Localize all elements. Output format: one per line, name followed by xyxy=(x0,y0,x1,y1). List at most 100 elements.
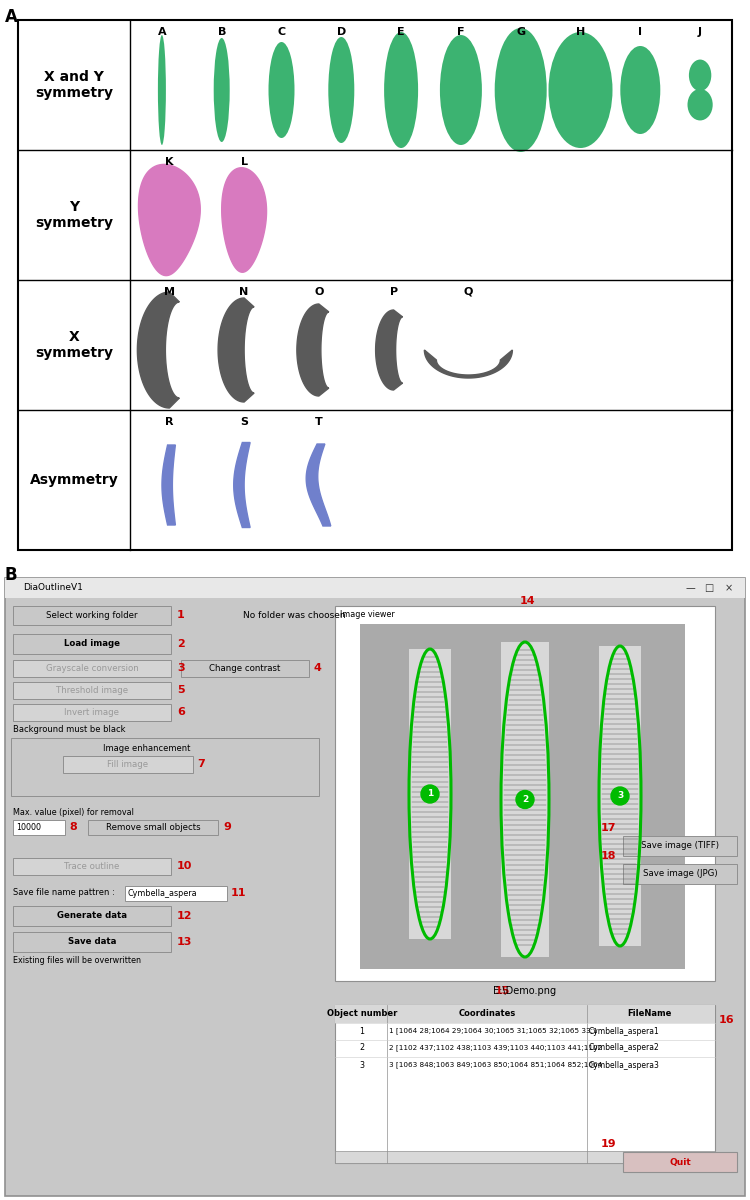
Polygon shape xyxy=(376,310,403,390)
Text: □: □ xyxy=(704,583,714,593)
FancyBboxPatch shape xyxy=(360,624,685,970)
FancyBboxPatch shape xyxy=(63,756,193,773)
Text: 3: 3 xyxy=(359,1061,364,1069)
Text: 2 [1102 437;1102 438;1103 439;1103 440;1103 441;1102: 2 [1102 437;1102 438;1103 439;1103 440;1… xyxy=(389,1045,602,1051)
Circle shape xyxy=(516,791,534,809)
Text: Y
symmetry: Y symmetry xyxy=(35,200,113,230)
Text: 3: 3 xyxy=(616,792,623,800)
Text: S: S xyxy=(240,416,248,427)
Circle shape xyxy=(611,787,629,805)
Text: G: G xyxy=(516,26,525,37)
Polygon shape xyxy=(137,292,179,408)
FancyBboxPatch shape xyxy=(335,1151,715,1163)
Text: 10000: 10000 xyxy=(16,823,41,832)
Text: ×: × xyxy=(725,583,733,593)
Text: 5: 5 xyxy=(177,685,184,695)
Text: 1: 1 xyxy=(359,1026,364,1036)
Circle shape xyxy=(421,785,439,803)
Text: E:\Demo.png: E:\Demo.png xyxy=(494,986,556,996)
FancyBboxPatch shape xyxy=(13,682,171,698)
Text: 8: 8 xyxy=(69,822,76,832)
Text: —: — xyxy=(686,583,694,593)
Text: L: L xyxy=(241,157,248,167)
FancyBboxPatch shape xyxy=(623,1152,737,1172)
Ellipse shape xyxy=(440,35,482,145)
Text: Select working folder: Select working folder xyxy=(46,611,138,620)
Text: Cymbella_aspera: Cymbella_aspera xyxy=(128,889,198,898)
Text: 11: 11 xyxy=(231,888,247,898)
Text: Coordinates: Coordinates xyxy=(458,1009,516,1019)
Text: Cymbella_aspera3: Cymbella_aspera3 xyxy=(589,1061,660,1069)
Ellipse shape xyxy=(384,32,418,148)
FancyBboxPatch shape xyxy=(335,1006,715,1163)
Text: 19: 19 xyxy=(601,1139,616,1150)
Text: Image enhancement: Image enhancement xyxy=(103,744,190,754)
Text: 1: 1 xyxy=(427,790,433,798)
Text: DiaOutlineV1: DiaOutlineV1 xyxy=(23,583,82,593)
FancyBboxPatch shape xyxy=(501,642,549,958)
Text: 1 [1064 28;1064 29;1064 30;1065 31;1065 32;1065 33;1: 1 [1064 28;1064 29;1064 30;1065 31;1065 … xyxy=(389,1027,598,1034)
Text: Threshold image: Threshold image xyxy=(56,686,128,695)
Text: C: C xyxy=(278,26,286,37)
Text: FileName: FileName xyxy=(627,1009,672,1019)
Text: 18: 18 xyxy=(601,851,616,862)
Text: X
symmetry: X symmetry xyxy=(35,330,113,360)
FancyBboxPatch shape xyxy=(13,660,171,677)
Text: Grayscale conversion: Grayscale conversion xyxy=(46,664,138,673)
Text: 13: 13 xyxy=(177,937,192,947)
Text: No folder was choosen: No folder was choosen xyxy=(243,611,346,619)
Text: Asymmetry: Asymmetry xyxy=(30,473,118,487)
Text: Invert image: Invert image xyxy=(64,708,119,716)
Ellipse shape xyxy=(548,32,613,148)
Text: Cymbella_aspera1: Cymbella_aspera1 xyxy=(589,1026,660,1036)
FancyBboxPatch shape xyxy=(623,864,737,884)
FancyBboxPatch shape xyxy=(599,646,641,946)
Polygon shape xyxy=(306,444,331,526)
Text: Generate data: Generate data xyxy=(57,912,127,920)
Text: T: T xyxy=(315,416,322,427)
FancyBboxPatch shape xyxy=(335,606,715,982)
Text: 12: 12 xyxy=(177,911,193,922)
Text: 3 [1063 848;1063 849;1063 850;1064 851;1064 852;1064: 3 [1063 848;1063 849;1063 850;1064 851;1… xyxy=(389,1062,602,1068)
Text: 2: 2 xyxy=(522,794,528,804)
Text: Quit: Quit xyxy=(669,1158,691,1166)
Ellipse shape xyxy=(268,42,295,138)
Ellipse shape xyxy=(620,46,660,134)
Text: Object number: Object number xyxy=(327,1009,398,1019)
Ellipse shape xyxy=(495,28,547,152)
Text: Save data: Save data xyxy=(68,937,116,947)
Text: Save image (TIFF): Save image (TIFF) xyxy=(641,841,719,851)
Text: K: K xyxy=(165,157,173,167)
Text: Background must be black: Background must be black xyxy=(13,725,125,734)
Text: 2: 2 xyxy=(177,638,184,649)
Text: I: I xyxy=(638,26,642,37)
Text: 6: 6 xyxy=(177,707,184,716)
Polygon shape xyxy=(162,445,176,526)
Ellipse shape xyxy=(328,37,354,143)
FancyBboxPatch shape xyxy=(181,660,309,677)
Text: 10: 10 xyxy=(177,862,192,871)
Text: O: O xyxy=(314,287,323,296)
FancyBboxPatch shape xyxy=(13,606,171,625)
FancyBboxPatch shape xyxy=(13,704,171,721)
FancyBboxPatch shape xyxy=(13,634,171,654)
FancyBboxPatch shape xyxy=(623,836,737,856)
Text: Change contrast: Change contrast xyxy=(209,664,280,673)
Text: Existing files will be overwritten: Existing files will be overwritten xyxy=(13,956,141,965)
FancyBboxPatch shape xyxy=(13,932,171,952)
Polygon shape xyxy=(297,304,328,396)
FancyBboxPatch shape xyxy=(335,1006,715,1022)
Text: 9: 9 xyxy=(223,822,231,832)
Text: B: B xyxy=(217,26,226,37)
Text: P: P xyxy=(389,287,398,296)
Text: Save image (JPG): Save image (JPG) xyxy=(643,870,717,878)
Text: 17: 17 xyxy=(601,823,616,833)
FancyBboxPatch shape xyxy=(5,578,745,1196)
Polygon shape xyxy=(424,350,512,378)
Text: 14: 14 xyxy=(520,596,536,606)
Text: 2: 2 xyxy=(359,1044,364,1052)
Text: Remove small objects: Remove small objects xyxy=(106,823,200,832)
Text: 1: 1 xyxy=(177,610,184,620)
Text: Image viewer: Image viewer xyxy=(340,610,394,619)
Text: Cymbella_aspera2: Cymbella_aspera2 xyxy=(589,1044,660,1052)
